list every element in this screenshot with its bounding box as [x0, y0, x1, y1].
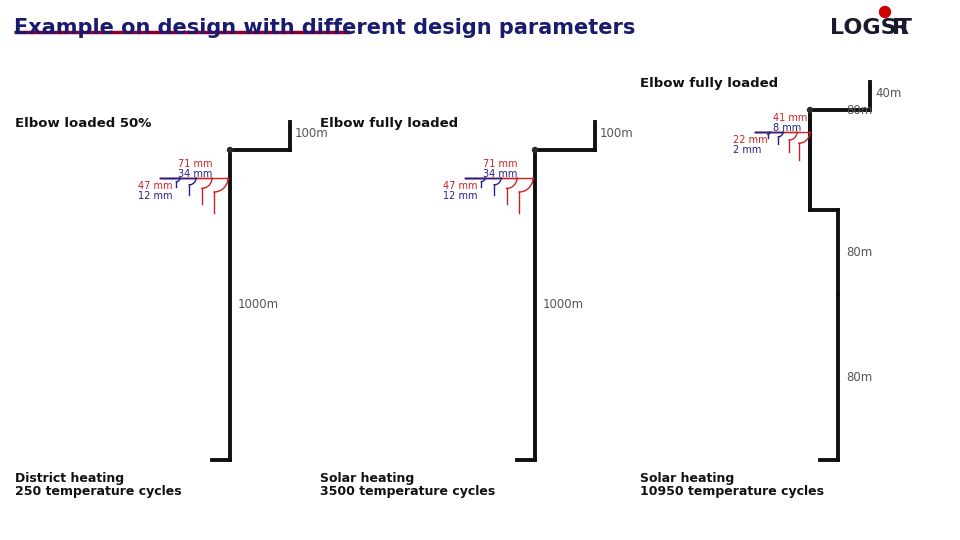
- Text: 71 mm: 71 mm: [178, 159, 212, 169]
- Text: 71 mm: 71 mm: [483, 159, 517, 169]
- Text: 41 mm: 41 mm: [773, 113, 807, 123]
- Text: 100m: 100m: [295, 127, 328, 140]
- Circle shape: [879, 6, 891, 17]
- Text: 1000m: 1000m: [238, 299, 279, 312]
- Text: 34 mm: 34 mm: [178, 169, 212, 179]
- Text: 2 mm: 2 mm: [733, 145, 761, 155]
- Text: 47 mm: 47 mm: [138, 181, 173, 191]
- Text: 40m: 40m: [875, 87, 901, 100]
- Text: Solar heating: Solar heating: [640, 472, 734, 485]
- Text: 22 mm: 22 mm: [733, 135, 768, 145]
- Text: 10950 temperature cycles: 10950 temperature cycles: [640, 485, 824, 498]
- Text: LOGST: LOGST: [830, 18, 912, 38]
- Text: 80m: 80m: [846, 104, 873, 117]
- Text: Solar heating: Solar heating: [320, 472, 415, 485]
- Text: 12 mm: 12 mm: [138, 191, 173, 201]
- Text: 250 temperature cycles: 250 temperature cycles: [15, 485, 181, 498]
- Text: 1000m: 1000m: [543, 299, 584, 312]
- Text: Elbow loaded 50%: Elbow loaded 50%: [15, 117, 152, 130]
- Text: 80m: 80m: [846, 246, 873, 259]
- Text: 100m: 100m: [600, 127, 634, 140]
- Text: 80m: 80m: [846, 371, 873, 384]
- Text: Elbow fully loaded: Elbow fully loaded: [320, 117, 458, 130]
- Text: 47 mm: 47 mm: [443, 181, 477, 191]
- Circle shape: [228, 147, 232, 152]
- Text: 12 mm: 12 mm: [443, 191, 477, 201]
- Circle shape: [533, 147, 538, 152]
- Text: Example on design with different design parameters: Example on design with different design …: [14, 18, 636, 38]
- Text: 8 mm: 8 mm: [773, 123, 802, 133]
- Circle shape: [807, 107, 812, 112]
- Text: Elbow fully loaded: Elbow fully loaded: [640, 77, 779, 90]
- Text: District heating: District heating: [15, 472, 124, 485]
- Text: 3500 temperature cycles: 3500 temperature cycles: [320, 485, 495, 498]
- Text: R: R: [892, 18, 909, 38]
- Text: 34 mm: 34 mm: [483, 169, 517, 179]
